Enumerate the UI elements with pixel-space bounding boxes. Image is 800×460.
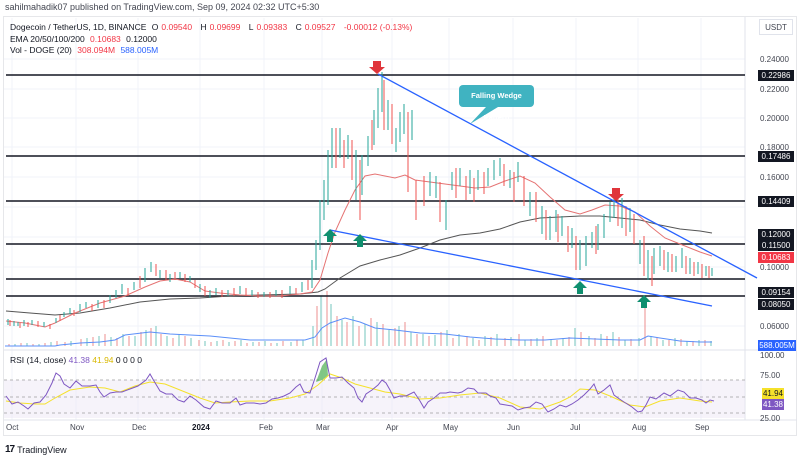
volume-ma-tag: 588.005M bbox=[758, 340, 796, 351]
level-tag: 0.14409 bbox=[758, 196, 794, 207]
price-tick: 0.06000 bbox=[760, 322, 789, 331]
level-tag: 0.08050 bbox=[758, 299, 794, 310]
support-arrows bbox=[323, 229, 651, 308]
open-value: 0.09540 bbox=[161, 22, 193, 32]
rsi-ma-tag: 41.94 bbox=[762, 388, 784, 399]
wedge-lower-trendline[interactable] bbox=[329, 229, 713, 307]
price-tick: 0.18000 bbox=[760, 143, 789, 152]
time-tick: Apr bbox=[386, 423, 399, 432]
currency-button[interactable]: USDT bbox=[759, 19, 793, 35]
falling-wedge-callout[interactable]: Falling Wedge Pattern bbox=[459, 85, 534, 122]
rsi-axis-lower: 25.00 bbox=[760, 414, 781, 423]
horizontal-levels[interactable] bbox=[6, 74, 745, 297]
level-tag: 0.11500 bbox=[758, 240, 794, 251]
time-tick: Dec bbox=[132, 423, 147, 432]
time-tick: Jun bbox=[507, 423, 520, 432]
rsi-line bbox=[5, 357, 715, 413]
change-value: -0.00012 (-0.13%) bbox=[343, 22, 413, 32]
rsi-axis-top: 100.00 bbox=[760, 351, 785, 360]
time-tick: Mar bbox=[316, 423, 330, 432]
rsi-value: 41.38 bbox=[68, 355, 90, 365]
green-up-arrow-icon bbox=[637, 295, 651, 308]
rsi-axis-upper: 75.00 bbox=[760, 371, 781, 380]
low-value: 0.09383 bbox=[256, 22, 288, 32]
ema20-value: 0.10683 bbox=[90, 34, 121, 44]
symbol-name[interactable]: Dogecoin / TetherUS, 1D, BINANCE bbox=[10, 22, 147, 32]
ema-legend[interactable]: EMA 20/50/100/200 0.10683 0.12000 bbox=[10, 34, 157, 44]
volume-legend[interactable]: Vol - DOGE (20) 308.094M 588.005M bbox=[10, 45, 159, 55]
level-tag: 0.09154 bbox=[758, 287, 794, 298]
rsi-overbought-fill bbox=[316, 359, 328, 382]
green-up-arrow-icon bbox=[353, 234, 367, 247]
rsi-legend[interactable]: RSI (14, close) 41.38 41.94 0 0 0 0 bbox=[10, 355, 142, 365]
green-up-arrow-icon bbox=[573, 281, 587, 294]
green-up-arrow-icon bbox=[323, 229, 337, 242]
rsi-value-tag: 41.38 bbox=[762, 399, 784, 410]
symbol-legend: Dogecoin / TetherUS, 1D, BINANCE O 0.0954… bbox=[10, 22, 413, 32]
ema200-line bbox=[5, 215, 713, 316]
resistance-arrows bbox=[369, 61, 624, 201]
price-tick: 0.22000 bbox=[760, 85, 789, 94]
volume-ma-line bbox=[5, 317, 712, 347]
time-tick: Aug bbox=[632, 423, 647, 432]
time-tick: Oct bbox=[6, 423, 19, 432]
price-tick: 0.24000 bbox=[760, 55, 789, 64]
close-value: 0.09527 bbox=[304, 22, 336, 32]
callout-pointer bbox=[470, 107, 498, 124]
candlesticks bbox=[7, 72, 713, 329]
level-tag: 0.12000 bbox=[758, 229, 794, 240]
rsi-ma-value: 41.94 bbox=[92, 355, 114, 365]
high-value: 0.09699 bbox=[209, 22, 241, 32]
grid-lines bbox=[4, 18, 745, 420]
wedge-upper-trendline[interactable] bbox=[377, 73, 758, 279]
time-tick: May bbox=[443, 423, 459, 432]
level-tag: 0.22986 bbox=[758, 70, 794, 81]
price-tick: 0.10000 bbox=[760, 263, 789, 272]
time-tick: Sep bbox=[695, 423, 710, 432]
chart-frame bbox=[3, 16, 797, 436]
price-tick: 0.20000 bbox=[760, 114, 789, 123]
rsi-band bbox=[4, 380, 745, 418]
ema20-line bbox=[5, 173, 713, 328]
volume-value: 308.094M bbox=[77, 45, 116, 55]
time-tick: Jul bbox=[570, 423, 581, 432]
red-down-arrow-icon bbox=[369, 61, 385, 74]
tradingview-logo[interactable]: 17 TradingView bbox=[5, 444, 67, 455]
time-tick: Feb bbox=[259, 423, 273, 432]
red-down-arrow-icon bbox=[608, 188, 624, 201]
tradingview-logo-icon: 17 bbox=[5, 444, 15, 455]
tradingview-brand: TradingView bbox=[17, 444, 67, 455]
time-tick-year: 2024 bbox=[192, 423, 210, 432]
price-tick: 0.16000 bbox=[760, 173, 789, 182]
time-tick: Nov bbox=[70, 423, 85, 432]
ema200-value: 0.12000 bbox=[126, 34, 157, 44]
ema-price-tag: 0.10683 bbox=[758, 252, 794, 263]
published-info: sahilmahadik07 published on TradingView.… bbox=[5, 2, 320, 12]
volume-ma-value: 588.005M bbox=[120, 45, 159, 55]
level-tag: 0.17486 bbox=[758, 151, 794, 162]
